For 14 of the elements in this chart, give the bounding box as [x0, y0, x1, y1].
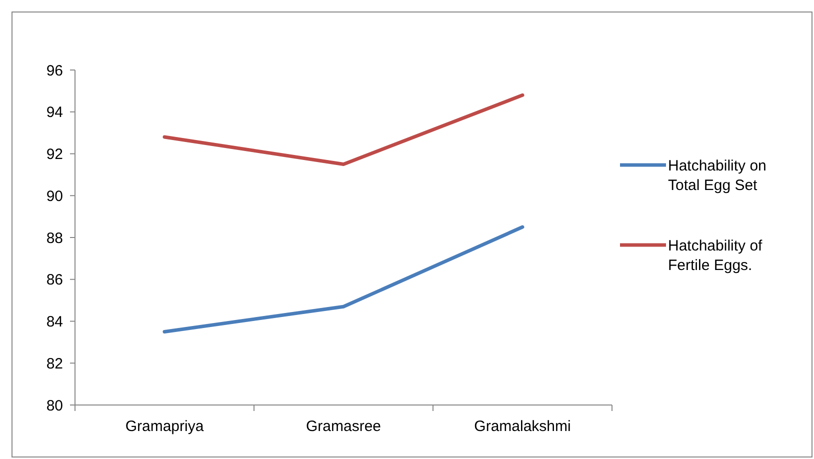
- y-tick-label: 86: [46, 272, 63, 289]
- y-tick-label: 96: [46, 62, 63, 80]
- legend-label: Hatchability on Total Egg Set: [668, 157, 766, 194]
- y-tick-label: 84: [46, 314, 63, 330]
- x-tick-label: Gramalakshmi: [474, 418, 571, 435]
- y-tick-label: 94: [46, 104, 63, 122]
- x-tick-label: Gramasree: [306, 418, 382, 435]
- y-tick-label: 80: [46, 397, 63, 414]
- legend-label: Hatchability of Fertile Eggs.: [668, 237, 764, 274]
- y-tick-label: 92: [46, 146, 63, 163]
- y-tick-label: 90: [46, 188, 63, 205]
- y-tick-label: 88: [46, 230, 63, 247]
- x-tick-label: Gramapriya: [125, 418, 204, 435]
- y-tick-label: 82: [46, 355, 63, 372]
